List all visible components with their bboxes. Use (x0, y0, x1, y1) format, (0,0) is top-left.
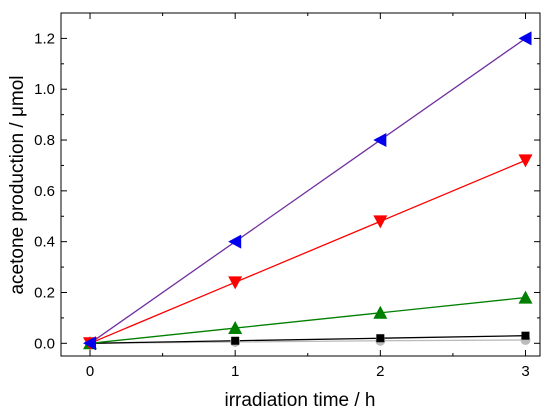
data-point (228, 234, 242, 249)
y-tick-label: 0.0 (34, 335, 55, 352)
y-tick-label: 1.0 (34, 81, 55, 98)
data-point (228, 276, 243, 290)
x-tick-label: 3 (521, 363, 529, 380)
series-line (89, 37, 526, 344)
data-point (373, 133, 387, 148)
x-axis-title: irradiation time / h (224, 390, 375, 411)
y-tick-label: 0.2 (34, 284, 55, 301)
data-point (231, 336, 240, 345)
y-tick-label: 1.2 (34, 30, 55, 47)
x-tick-label: 1 (231, 363, 239, 380)
data-series (83, 31, 533, 351)
y-tick-label: 0.6 (34, 183, 55, 200)
data-point (518, 31, 532, 46)
series-line (89, 296, 526, 344)
y-tick-label: 0.4 (34, 234, 55, 251)
data-point (518, 154, 533, 168)
data-point (228, 321, 243, 335)
data-point (373, 305, 388, 319)
series-line (89, 159, 526, 344)
y-axis-title: acetone production / μmol (7, 75, 28, 294)
data-point (373, 215, 388, 229)
data-point (83, 336, 97, 351)
x-tick-label: 2 (376, 363, 384, 380)
plot-frame (60, 12, 541, 357)
data-point (376, 334, 385, 343)
series-line (90, 335, 526, 344)
data-point (521, 331, 530, 340)
x-tick-label: 0 (86, 363, 94, 380)
axis-ticks: 0 1 2 3 0.0 0.2 0.4 0.6 0.8 1.0 1.2 (34, 12, 540, 380)
data-point (518, 290, 533, 304)
y-tick-label: 0.8 (34, 132, 55, 149)
